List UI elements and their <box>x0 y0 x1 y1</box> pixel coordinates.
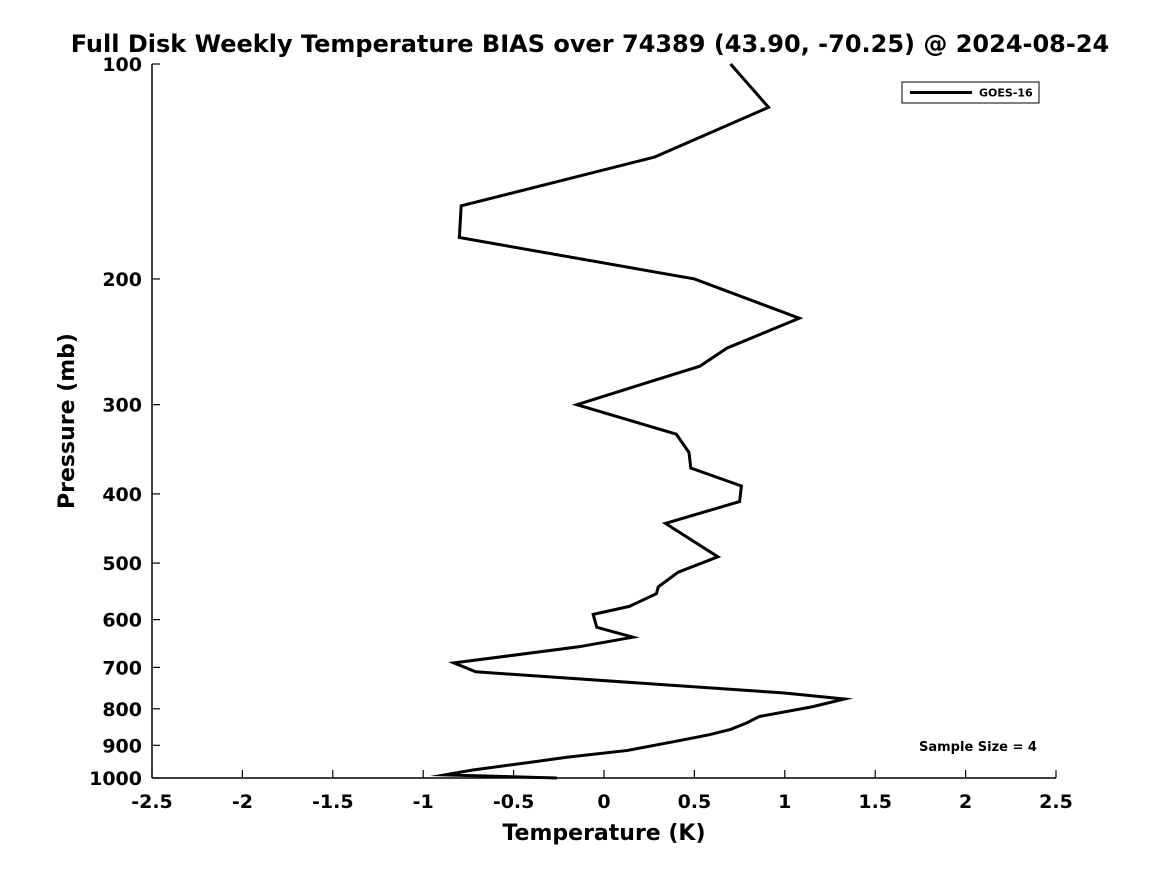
x-tick-label: 0 <box>597 791 610 813</box>
chart-title: Full Disk Weekly Temperature BIAS over 7… <box>71 30 1110 58</box>
x-tick-label: 1 <box>778 791 791 813</box>
y-tick-label: 100 <box>102 54 142 76</box>
y-tick-label: 800 <box>102 699 142 721</box>
x-tick-label: -0.5 <box>493 791 535 813</box>
x-tick-label: -1 <box>413 791 434 813</box>
y-axis-label: Pressure (mb) <box>55 333 80 509</box>
x-tick-label: -1.5 <box>312 791 354 813</box>
x-tick-label: 2.5 <box>1039 791 1073 813</box>
legend: GOES-16 <box>902 82 1039 103</box>
y-tick-label: 600 <box>102 610 142 632</box>
y-tick-label: 200 <box>102 269 142 291</box>
y-tick-label: 400 <box>102 484 142 506</box>
x-tick-label: 0.5 <box>678 791 712 813</box>
y-tick-label: 300 <box>102 395 142 417</box>
y-tick-label: 500 <box>102 553 142 575</box>
x-tick-label: 1.5 <box>858 791 892 813</box>
x-tick-label: -2 <box>232 791 253 813</box>
x-tick-label: 2 <box>959 791 972 813</box>
y-tick-label: 700 <box>102 657 142 679</box>
x-tick-label: -2.5 <box>131 791 173 813</box>
y-tick-label: 1000 <box>89 768 142 790</box>
sample-size-annotation: Sample Size = 4 <box>919 740 1037 755</box>
x-axis-label: Temperature (K) <box>502 821 705 846</box>
legend-label-goes-16: GOES-16 <box>979 87 1033 100</box>
y-tick-label: 900 <box>102 735 142 757</box>
